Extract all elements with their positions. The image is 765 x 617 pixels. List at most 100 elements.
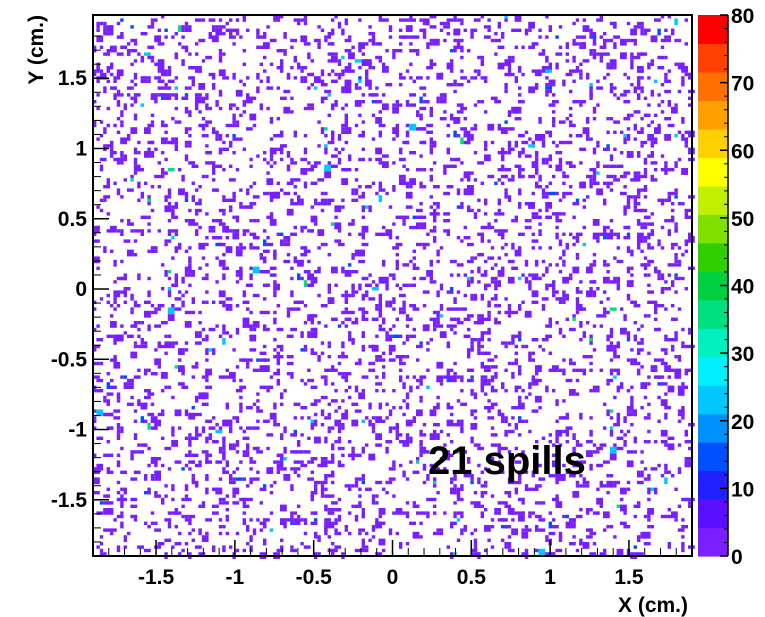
hit-cell (688, 446, 692, 451)
hit-cell (195, 412, 202, 417)
hit-cell (677, 355, 682, 362)
hit-cell (654, 79, 658, 83)
hit-cell (365, 290, 369, 294)
hit-cell (545, 202, 552, 209)
hit-cell (327, 429, 331, 434)
hit-cell (473, 409, 478, 413)
hit-cell (205, 372, 209, 376)
hit-cell (562, 276, 569, 284)
hit-cell (558, 140, 566, 145)
hit-cell (518, 406, 525, 410)
hit-cell (171, 487, 175, 491)
hit-cell (538, 276, 542, 281)
hit-cell (650, 178, 654, 182)
hit-cell (647, 103, 651, 107)
hit-cell (286, 307, 294, 311)
hit-cell (592, 259, 597, 264)
hit-cell (188, 246, 192, 250)
hit-cell (620, 191, 627, 196)
hit-cell (307, 259, 311, 264)
hit-cell (405, 402, 410, 406)
hit-cell (538, 518, 546, 522)
hit-cell (562, 259, 566, 264)
hit-cell (293, 202, 297, 206)
hit-cell (388, 344, 396, 352)
hit-cell (463, 28, 467, 32)
hit-cell (358, 113, 362, 117)
hit-cell (477, 446, 484, 451)
hit-cell (116, 423, 121, 430)
hit-cell (589, 361, 593, 366)
hit-cell (446, 185, 454, 189)
hit-cell (477, 69, 481, 77)
hit-cell (195, 106, 199, 111)
hit-cell (184, 49, 189, 53)
hit-cell (171, 256, 175, 260)
hit-cell (426, 123, 433, 128)
hit-cell (371, 535, 376, 539)
hit-cell (242, 205, 246, 209)
hit-cell (572, 21, 576, 26)
hit-cell (259, 487, 267, 491)
hit-cell (399, 406, 403, 410)
hit-cell (535, 467, 539, 471)
hit-cell (606, 480, 614, 488)
hit-cell (266, 310, 270, 315)
hit-cell (569, 358, 573, 362)
hit-cell (130, 514, 134, 519)
hit-cell (133, 433, 138, 440)
hit-cell (382, 487, 386, 491)
hit-cell (637, 21, 644, 26)
hit-cell (596, 171, 600, 175)
hit-cell (456, 538, 461, 542)
hit-cell (320, 83, 328, 87)
hit-cell (460, 389, 464, 393)
hit-cell (518, 188, 522, 196)
hit-cell (654, 168, 658, 172)
hit-cell (225, 21, 229, 26)
hit-cell (99, 21, 104, 26)
hit-cell (439, 100, 447, 104)
hit-cell (344, 525, 348, 529)
y-tick-label: -0.5 (51, 348, 88, 371)
hit-cell (490, 443, 498, 447)
hit-cell (667, 219, 671, 223)
hit-cell (307, 106, 311, 111)
hit-cell (331, 103, 335, 111)
hit-cell (222, 467, 226, 471)
hit-cell (120, 324, 124, 328)
hit-cell (545, 93, 549, 97)
hit-cell (606, 334, 614, 338)
hit-cell (310, 470, 314, 474)
hit-cell (344, 307, 348, 311)
hit-cell (426, 497, 433, 502)
hit-cell (558, 535, 563, 539)
hit-cell (555, 212, 559, 216)
hit-cell (647, 518, 651, 522)
hit-cell (596, 103, 600, 107)
hit-cell (191, 474, 195, 478)
hit-cell (133, 300, 138, 304)
hit-cell (150, 246, 158, 250)
hit-cell (93, 239, 100, 243)
hit-cell (688, 96, 692, 100)
hit-cell (640, 144, 644, 148)
hit-cell (361, 157, 365, 162)
hit-cell (504, 174, 508, 179)
hit-cell (399, 157, 406, 162)
hit-cell (273, 372, 280, 376)
hit-cell (164, 130, 168, 134)
hit-cell (623, 137, 627, 145)
hit-cell (334, 72, 338, 77)
hit-cell (337, 157, 342, 165)
hit-cell (222, 52, 226, 56)
hit-cell (684, 344, 688, 349)
hit-cell (487, 399, 491, 403)
hit-cell (320, 423, 325, 427)
colorbar-segment (698, 43, 728, 73)
hit-cell (113, 300, 117, 304)
hit-cell (382, 419, 386, 423)
hit-cell (579, 474, 583, 478)
hit-cell (633, 123, 637, 131)
hit-cell (609, 446, 617, 454)
